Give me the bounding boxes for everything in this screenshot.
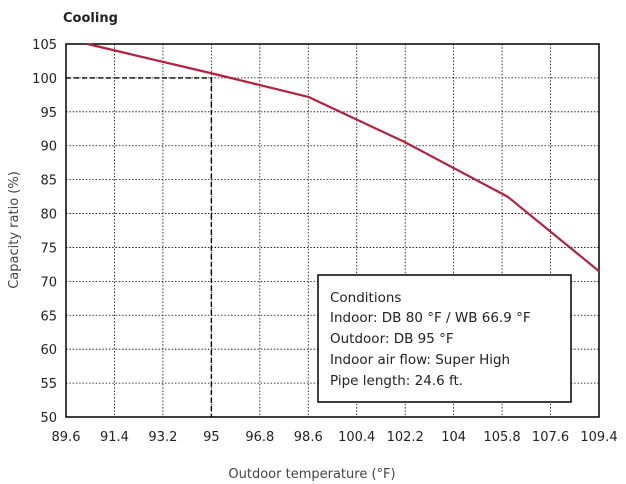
x-tick-label: 95 — [203, 430, 220, 445]
x-tick-label: 98.6 — [294, 430, 323, 445]
y-tick-labels: 50 55 60 65 70 75 80 85 90 95 100 105 — [32, 38, 57, 426]
conditions-box: Conditions Indoor: DB 80 °F / WB 66.9 °F… — [317, 274, 572, 403]
y-tick-label: 75 — [40, 241, 57, 256]
conditions-indoor: Indoor: DB 80 °F / WB 66.9 °F — [330, 310, 531, 326]
conditions-pipe: Pipe length: 24.6 ft. — [330, 373, 463, 389]
y-tick-label: 95 — [40, 106, 57, 121]
x-tick-label: 104 — [441, 430, 466, 445]
conditions-frame — [317, 274, 572, 403]
y-tick-label: 65 — [40, 309, 57, 324]
x-tick-label: 107.6 — [532, 430, 569, 445]
x-tick-label: 93.2 — [148, 430, 177, 445]
series — [87, 42, 600, 273]
plot-frame — [65, 43, 600, 418]
y-axis-label: Capacity ratio (%) — [7, 171, 22, 289]
conditions-heading: Conditions — [330, 290, 401, 306]
capacity-line — [87, 42, 600, 273]
x-tick-labels: 89.6 91.4 93.2 95 96.8 98.6 100.4 102.2 104 105.8… — [52, 430, 618, 445]
y-tick-label: 90 — [40, 140, 57, 155]
y-tick-label: 50 — [40, 411, 57, 426]
y-tick-label: 80 — [40, 208, 57, 223]
reference-lines — [66, 77, 213, 417]
y-tick-label: 105 — [32, 38, 57, 53]
conditions-outdoor: Outdoor: DB 95 °F — [330, 331, 454, 347]
y-tick-label: 100 — [32, 72, 57, 87]
x-tick-label: 109.4 — [580, 430, 617, 445]
y-tick-label: 70 — [40, 275, 57, 290]
chart-title: Cooling — [63, 11, 118, 26]
y-tick-label: 60 — [40, 343, 57, 358]
x-tick-label: 100.4 — [338, 430, 375, 445]
x-tick-label: 105.8 — [483, 430, 520, 445]
x-axis-label: Outdoor temperature (°F) — [228, 467, 395, 482]
y-tick-label: 55 — [40, 377, 57, 392]
conditions-airflow: Indoor air flow: Super High — [330, 352, 510, 368]
y-tick-label: 85 — [40, 174, 57, 189]
x-tick-label: 102.2 — [387, 430, 424, 445]
x-tick-label: 91.4 — [100, 430, 129, 445]
x-tick-label: 89.6 — [52, 430, 81, 445]
x-tick-label: 96.8 — [245, 430, 274, 445]
